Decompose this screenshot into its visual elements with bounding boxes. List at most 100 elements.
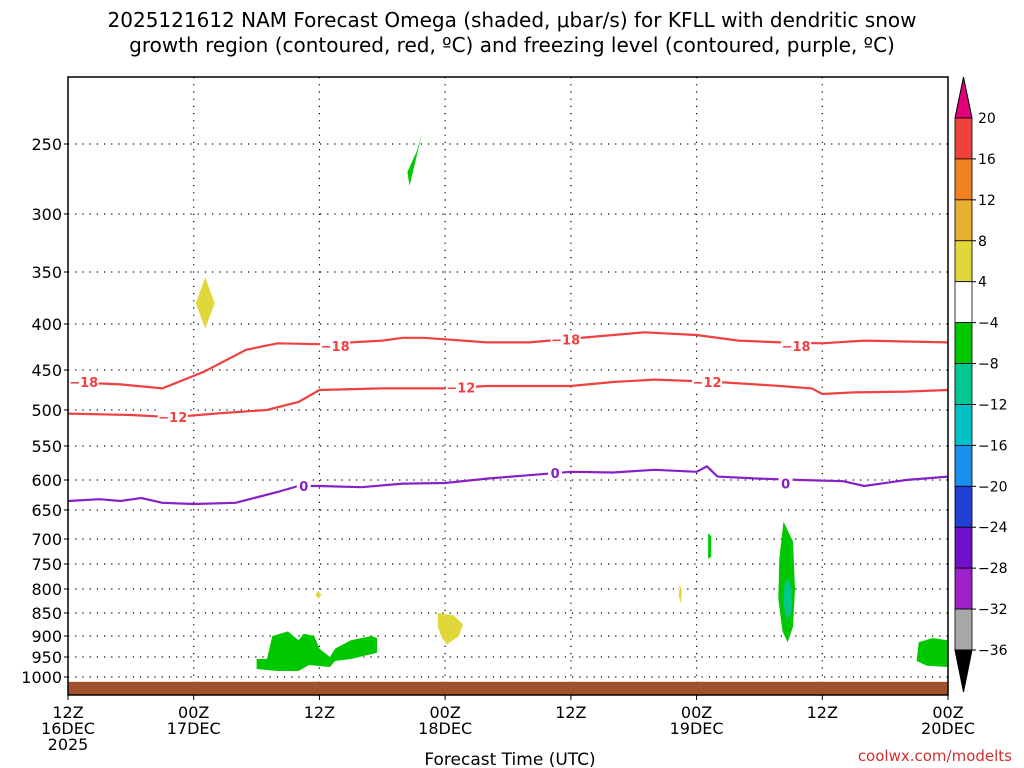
x-tick-label-36-1: 18DEC [418,719,472,738]
contour-label-bg [157,409,188,425]
contour-label-minus18-1: −18 [321,340,350,355]
colorbar-bin-2 [954,158,973,201]
y-tick-label-600: 600 [31,471,62,490]
omega-cyan-810 [783,579,792,620]
credit-text: coolwx.com/modelts [858,747,1012,765]
contour-minus12 [67,378,949,419]
colorbar-label-8: −16 [978,438,1008,454]
x-tick-label-24-0: 12Z [304,703,335,722]
colorbar-bin-7 [954,363,973,405]
x-tick-label-36-0: 00Z [429,703,460,722]
omega-yellow-820 [678,584,682,604]
colorbar-top-arrow [954,76,973,119]
contour-label-bg [548,465,563,481]
omega-yellow-375 [195,277,215,329]
colorbar-label-10: −24 [978,520,1008,536]
contours: −18 −18 −18 −18 −12 −12 −12 0 0 0 [67,331,949,506]
grid [68,77,948,695]
y-axis-ticks: 250 300 350 400 450 500 550 600 650 700 750 800 850 9… [21,135,68,687]
contour-label-zero-1: 0 [551,467,560,482]
y-tick-label-450: 450 [31,361,62,380]
contour-label-zero-2: 0 [781,478,790,493]
colorbar-label-0: 20 [978,111,996,127]
x-tick-label-84-1: 20DEC [921,719,975,738]
colorbar-bin-4 [954,240,973,283]
colorbar-label-1: 16 [978,152,996,168]
x-axis-label: Forecast Time (UTC) [424,750,595,768]
y-tick-label-950: 950 [31,648,62,667]
colorbar: 20 16 12 8 4 −4 −8 −12 −16 −20 −24 −28 −32 −36 [954,76,1008,693]
surface-fill [68,681,948,695]
contour-label-bg [778,475,793,491]
y-tick-label-400: 400 [31,315,62,334]
x-tick-label-60-1: 19DEC [670,719,724,738]
chart-title-line-2: growth region (contoured, red, ºC) and f… [129,33,895,57]
colorbar-bottom-arrow [954,649,973,693]
chart-title-line-1: 2025121612 NAM Forecast Omega (shaded, μ… [108,8,917,32]
x-tick-label-60-0: 00Z [681,703,712,722]
contour-label-minus12-2: −12 [693,376,722,391]
contour-label-bg [320,338,351,354]
y-tick-label-750: 750 [31,555,62,574]
y-tick-label-900: 900 [31,627,62,646]
colorbar-label-9: −20 [978,479,1008,495]
y-tick-label-250: 250 [31,135,62,154]
contour-label-bg [68,374,99,389]
colorbar-label-4: 4 [978,275,987,291]
omega-yellow-880 [437,613,463,645]
x-tick-label-12-1: 17DEC [167,719,221,738]
x-tick-label-0-2: 2025 [48,735,89,754]
colorbar-bin-10 [954,485,973,528]
y-tick-label-1000: 1000 [21,668,62,687]
y-tick-label-800: 800 [31,580,62,599]
y-tick-label-500: 500 [31,401,62,420]
colorbar-label-2: 12 [978,193,996,209]
x-tick-label-0-1: 16DEC [41,719,95,738]
colorbar-label-11: −28 [978,561,1008,577]
colorbar-label-13: −36 [978,643,1008,659]
contour-label-bg [296,478,311,493]
omega-green-250 [407,133,423,186]
colorbar-label-6: −8 [978,357,999,373]
y-tick-label-650: 650 [31,501,62,520]
contour-label-bg [445,379,476,395]
y-tick-label-300: 300 [31,205,62,224]
contour-label-minus12-1: −12 [446,382,475,397]
colorbar-label-5: −4 [978,316,999,332]
surface [68,681,948,695]
contour-label-zero-0: 0 [299,480,308,495]
colorbar-bin-13 [954,608,973,651]
y-tick-label-550: 550 [31,437,62,456]
y-tick-label-700: 700 [31,530,62,549]
colorbar-bin-5 [954,281,973,324]
x-tick-label-12-0: 00Z [178,703,209,722]
y-tick-label-350: 350 [31,263,62,282]
omega-shading [195,133,948,671]
colorbar-label-12: −32 [978,602,1008,618]
contour-label-bg [550,331,581,347]
contour-label-minus18-3: −18 [782,340,811,355]
colorbar-bin-12 [954,567,973,610]
colorbar-bin-9 [954,444,973,487]
y-tick-label-850: 850 [31,604,62,623]
colorbar-bin-8 [954,404,973,446]
contour-label-minus12-0: −12 [158,411,187,426]
omega-green-930 [256,631,377,671]
omega-green-720 [708,533,712,559]
contour-minus18 [67,331,949,390]
plot-frame [67,76,949,696]
colorbar-label-3: 8 [978,234,987,250]
colorbar-bin-11 [954,526,973,569]
omega-yellow-810 [315,591,322,599]
omega-green-945 [916,638,948,667]
x-tick-label-0-0: 12Z [52,703,83,722]
colorbar-bin-6 [954,322,973,364]
colorbar-label-7: −12 [978,397,1008,413]
x-tick-label-72-0: 12Z [807,703,838,722]
x-tick-label-48-0: 12Z [555,703,586,722]
colorbar-bin-1 [954,117,973,160]
colorbar-bin-3 [954,199,973,242]
contour-label-minus18-0: −18 [69,376,98,391]
